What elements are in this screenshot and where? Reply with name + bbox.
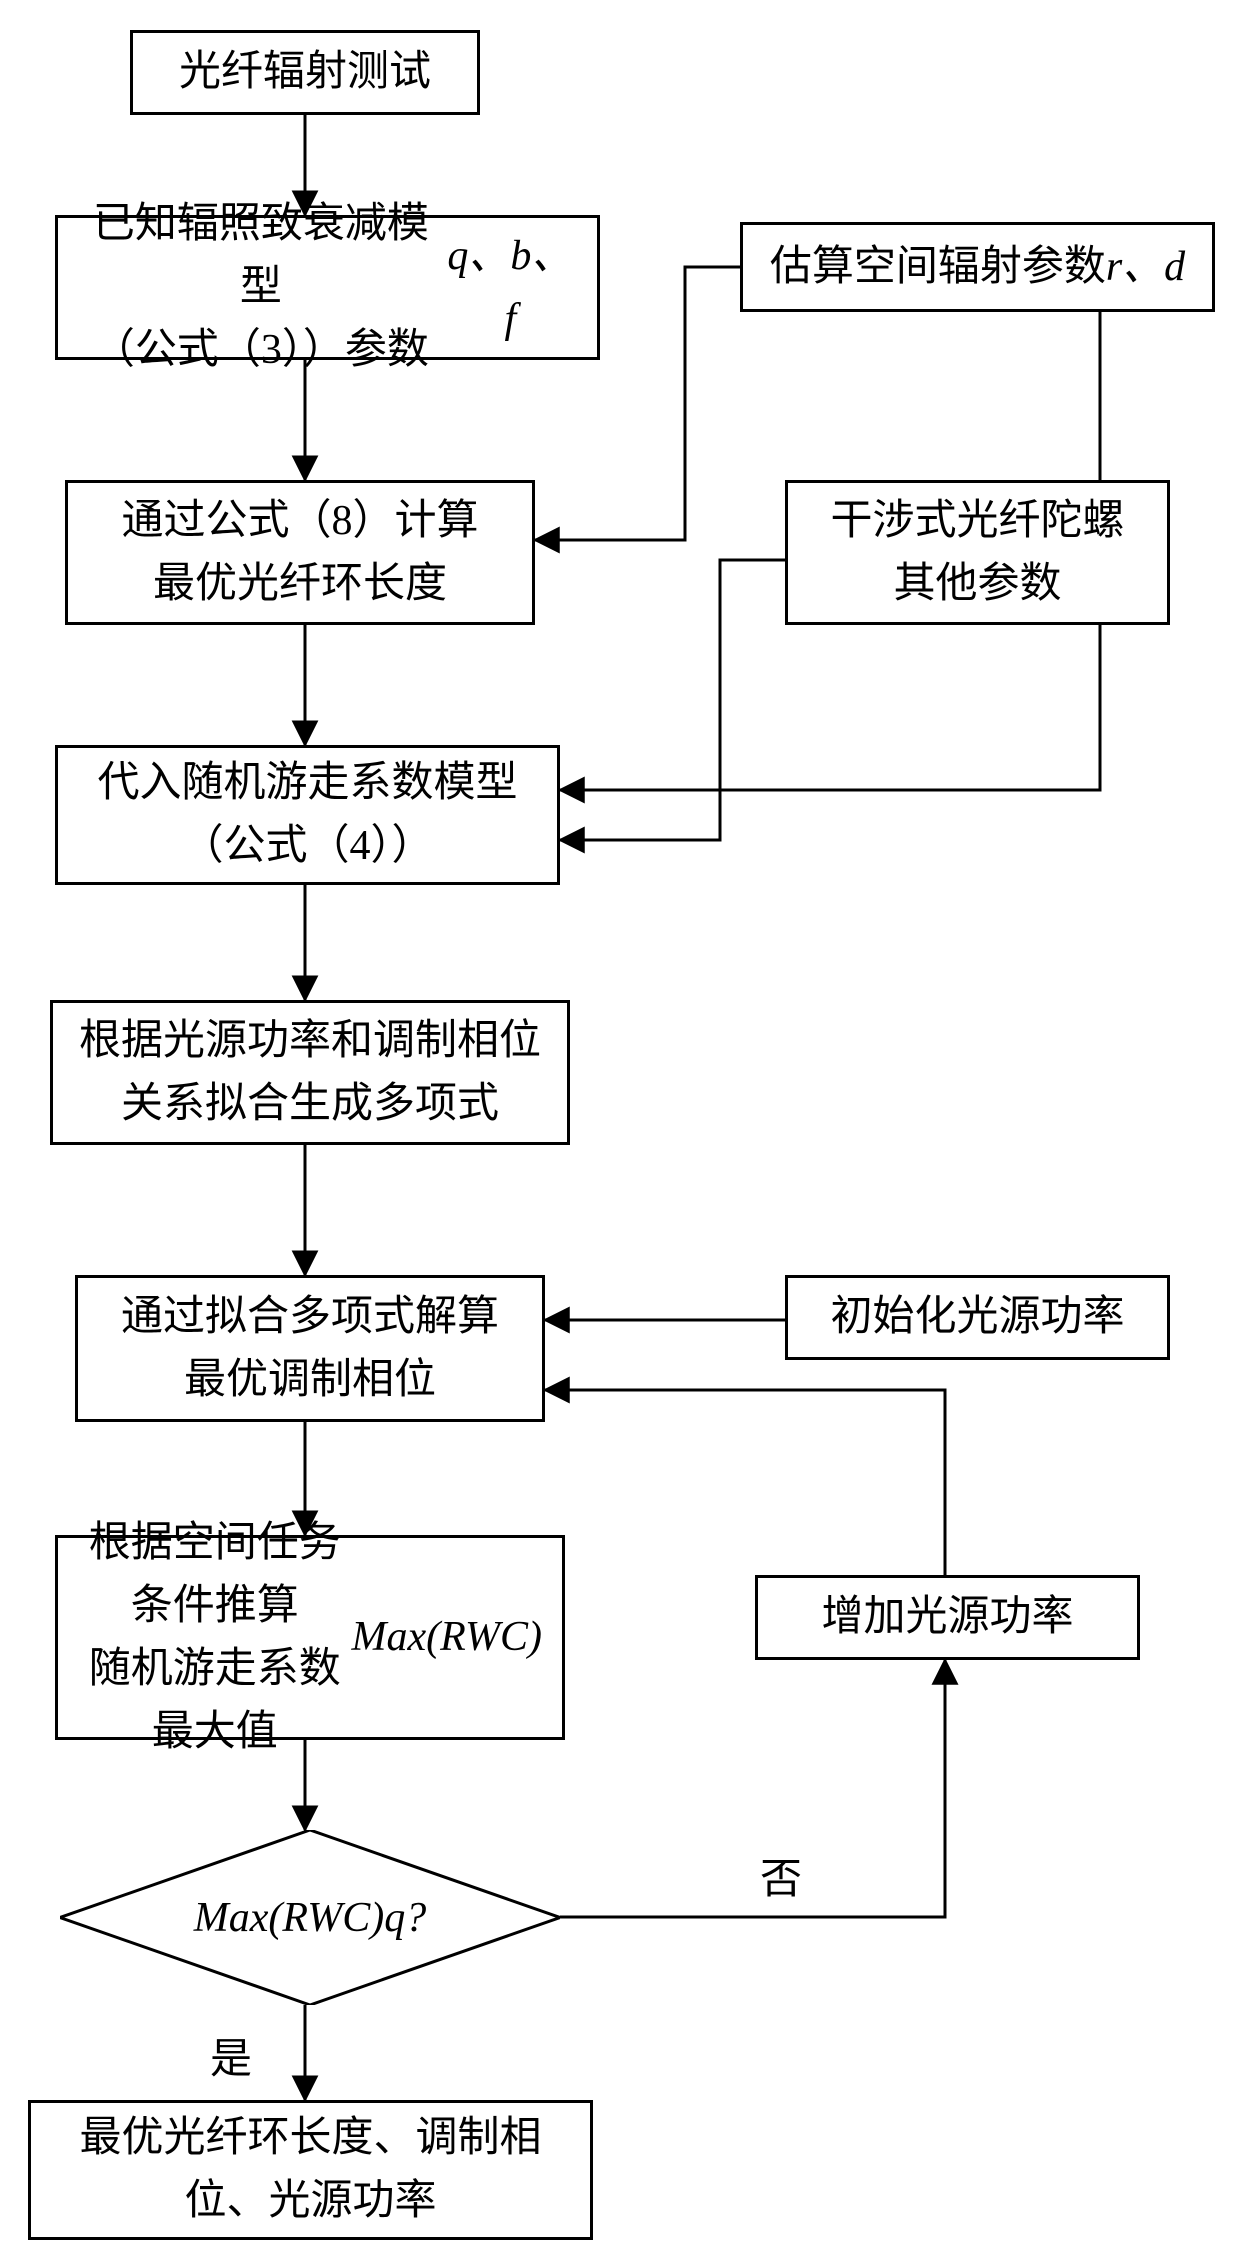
decision-max-rwc-lt-rwcq: Max(RWC)q? [60,1830,560,2005]
node-fit-polynomial: 根据光源功率和调制相位关系拟合生成多项式 [50,1000,570,1145]
edge-label-是: 是 [210,2025,252,2086]
edge-n5-n6 [560,560,785,840]
node-other-gyro-params: 干涉式光纤陀螺其他参数 [785,480,1170,625]
node-known-attenuation-model: 已知辐照致衰减模型（公式（3））参数q、b、f [55,215,600,360]
flowchart-canvas: 光纤辐射测试 已知辐照致衰减模型（公式（3））参数q、b、f 估算空间辐射参数r… [0,0,1240,2243]
node-compute-max-rwc: 根据空间任务条件推算随机游走系数最大值Max(RWC) [55,1535,565,1740]
node-fiber-radiation-test: 光纤辐射测试 [130,30,480,115]
node-init-source-power: 初始化光源功率 [785,1275,1170,1360]
edge-n11-n8 [545,1390,945,1575]
node-output-optimal-params: 最优光纤环长度、调制相位、光源功率 [28,2100,593,2240]
node-solve-optimal-phase: 通过拟合多项式解算最优调制相位 [75,1275,545,1422]
node-increase-source-power: 增加光源功率 [755,1575,1140,1660]
node-substitute-rwc-model: 代入随机游走系数模型（公式（4）） [55,745,560,885]
node-compute-optimal-ring-length: 通过公式（8）计算最优光纤环长度 [65,480,535,625]
edge-label-否: 否 [760,1845,802,1906]
node-estimate-space-radiation-params: 估算空间辐射参数r、d [740,222,1215,312]
edge-d1-n11 [560,1660,945,1917]
